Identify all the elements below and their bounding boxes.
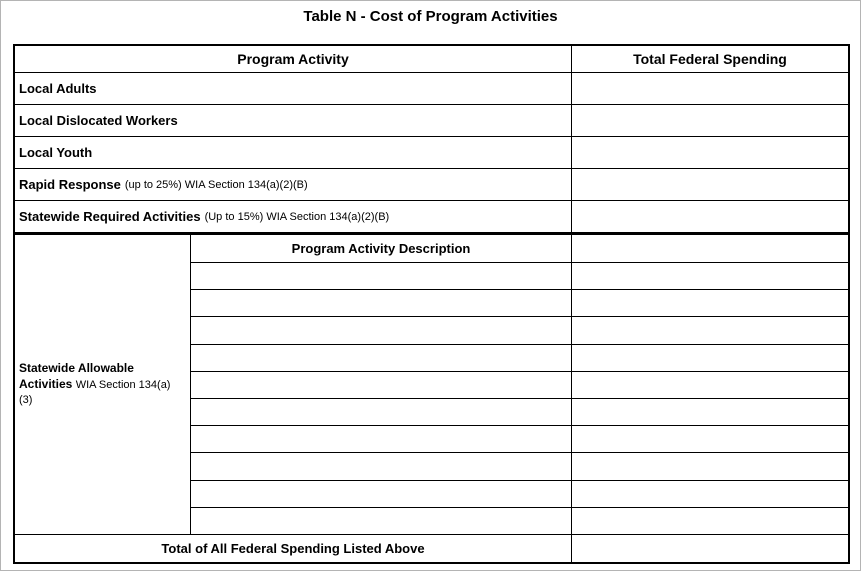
row-label-text: Statewide Required Activities — [19, 209, 201, 224]
cost-of-program-activities-table: Program Activity Total Federal Spending … — [13, 44, 850, 564]
row-label-text: Local Youth — [19, 145, 93, 160]
table-header-row: Program Activity Total Federal Spending — [15, 46, 848, 73]
column-header-total-federal-spending: Total Federal Spending — [571, 46, 848, 72]
table-row-local-dislocated-workers: Local Dislocated Workers — [15, 105, 848, 137]
spending-value-cell[interactable] — [571, 480, 848, 507]
spending-value-cell[interactable] — [571, 290, 848, 317]
row-label-statewide-required-activities: Statewide Required Activities (Up to 15%… — [15, 201, 571, 232]
description-row — [191, 453, 848, 481]
row-note-text: WIA Section 134(a)(3) — [19, 378, 171, 407]
spending-value-cell[interactable] — [571, 201, 848, 232]
program-activity-description-column: Program Activity Description — [191, 235, 848, 535]
row-label-text: Rapid Response — [19, 177, 121, 192]
description-row — [191, 426, 848, 454]
spending-value-cell[interactable] — [571, 263, 848, 290]
description-row — [191, 317, 848, 345]
description-input-cell[interactable] — [191, 317, 571, 343]
footer-total-label: Total of All Federal Spending Listed Abo… — [161, 541, 425, 556]
spending-value-cell[interactable] — [571, 235, 848, 262]
description-input-cell[interactable] — [191, 453, 571, 479]
description-header-row: Program Activity Description — [191, 235, 848, 263]
row-note-text: (Up to 15%) WIA Section 134(a)(2)(B) — [204, 210, 390, 223]
description-input-cell[interactable] — [191, 263, 571, 289]
description-row — [191, 399, 848, 427]
description-input-cell[interactable] — [191, 290, 571, 316]
spending-value-cell[interactable] — [571, 317, 848, 344]
table-row-rapid-response: Rapid Response (up to 25%) WIA Section 1… — [15, 169, 848, 201]
spending-value-cell[interactable] — [571, 371, 848, 399]
statewide-allowable-section: Statewide Allowable Activities WIA Secti… — [15, 233, 848, 535]
description-row — [191, 290, 848, 318]
row-label-local-youth: Local Youth — [15, 137, 571, 168]
spending-value-cell[interactable] — [571, 453, 848, 480]
description-input-cell[interactable] — [191, 399, 571, 425]
description-row — [191, 371, 848, 400]
table-row-statewide-required-activities: Statewide Required Activities (Up to 15%… — [15, 201, 848, 233]
description-input-cell[interactable] — [191, 481, 571, 507]
statewide-allowable-label: Statewide Allowable Activities WIA Secti… — [19, 361, 182, 408]
spending-value-cell[interactable] — [571, 73, 848, 104]
table-footer-row: Total of All Federal Spending Listed Abo… — [15, 535, 848, 562]
table-row-local-youth: Local Youth — [15, 137, 848, 169]
description-row — [191, 480, 848, 508]
column-header-program-activity-description: Program Activity Description — [291, 241, 471, 256]
table-row-local-adults: Local Adults — [15, 73, 848, 105]
description-input-cell[interactable] — [191, 426, 571, 452]
spending-value-cell[interactable] — [571, 137, 848, 168]
description-row — [191, 344, 848, 372]
row-label-rapid-response: Rapid Response (up to 25%) WIA Section 1… — [15, 169, 571, 200]
spending-value-cell[interactable] — [571, 426, 848, 453]
table-title: Table N - Cost of Program Activities — [303, 8, 558, 25]
row-note-text: (up to 25%) WIA Section 134(a)(2)(B) — [124, 178, 308, 191]
column-header-program-activity: Program Activity — [237, 51, 349, 67]
row-label-text: Local Adults — [19, 81, 97, 96]
spending-value-cell[interactable] — [571, 169, 848, 200]
description-input-cell[interactable] — [191, 345, 571, 371]
spending-value-cell[interactable] — [571, 105, 848, 136]
statewide-allowable-label-cell: Statewide Allowable Activities WIA Secti… — [15, 235, 191, 534]
description-input-cell[interactable] — [191, 508, 571, 534]
description-row — [191, 507, 848, 535]
row-label-local-dislocated-workers: Local Dislocated Workers — [15, 105, 571, 136]
row-label-local-adults: Local Adults — [15, 73, 571, 104]
description-input-cell[interactable] — [191, 372, 571, 398]
row-label-text: Local Dislocated Workers — [19, 113, 178, 128]
row-label-text: Statewide Allowable Activities — [19, 361, 134, 391]
total-spending-value-cell[interactable] — [571, 535, 848, 562]
description-row — [191, 263, 848, 291]
spending-value-cell[interactable] — [571, 399, 848, 426]
spending-value-cell[interactable] — [571, 507, 848, 535]
spending-value-cell[interactable] — [571, 344, 848, 371]
